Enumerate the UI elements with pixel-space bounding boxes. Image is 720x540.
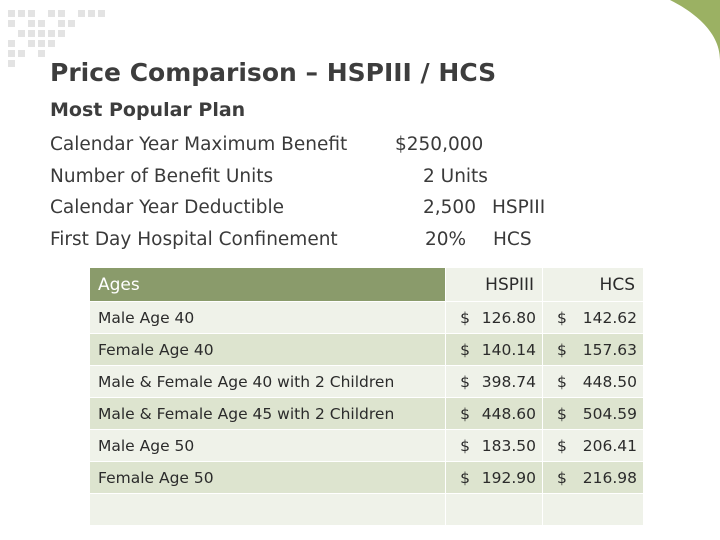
price-value: $183.50 (446, 437, 542, 455)
plan-detail-label: Number of Benefit Units (50, 165, 274, 187)
plan-detail-label: Calendar Year Deductible (50, 197, 285, 218)
currency-symbol: $ (460, 372, 470, 391)
table-row: Male & Female Age 40 with 2 Children $398… (90, 365, 644, 398)
page-title: Price Comparison – HSPIII / HCS (50, 58, 497, 87)
price-comparison-table: Ages HSPIII HCS Male Age 40 $126.80 $142.6… (90, 268, 644, 526)
age-cell: Male & Female Age 45 with 2 Children (90, 397, 447, 430)
plan-detail-row: Calendar Year Maximum Benefit $250,000 (50, 129, 610, 161)
table-body: Male Age 40 $126.80 $142.62 Female Age 40 $1… (90, 301, 644, 526)
hspiii-price-cell: $192.90 (445, 461, 544, 494)
column-header-ages: Ages (90, 268, 447, 302)
age-cell: Male Age 40 (90, 301, 447, 334)
hcs-price-cell: $504.59 (542, 397, 644, 430)
currency-symbol: $ (460, 308, 470, 327)
hspiii-price-cell: $126.80 (445, 301, 544, 334)
currency-symbol: $ (557, 308, 567, 327)
plan-detail-value: $250,000 (395, 134, 484, 155)
hspiii-price-cell: $140.14 (445, 333, 544, 366)
price-amount: 216.98 (582, 468, 637, 487)
page-subtitle: Most Popular Plan (50, 99, 246, 121)
table-row: Male Age 50 $183.50 $206.41 (90, 429, 644, 462)
hspiii-price-cell: $448.60 (445, 397, 544, 430)
currency-symbol: $ (460, 404, 470, 423)
plan-detail-value: 2 Units (423, 165, 488, 187)
column-header-hspiii: HSPIII (445, 268, 544, 302)
currency-symbol: $ (460, 436, 470, 455)
plan-detail-value: 2,500 (423, 197, 476, 218)
plan-detail-row: Calendar Year Deductible 2,500 HSPIII (50, 192, 610, 224)
currency-symbol: $ (557, 404, 567, 423)
price-amount: 140.14 (481, 340, 537, 359)
currency-symbol: $ (557, 468, 567, 487)
plan-detail-label: Calendar Year Maximum Benefit (50, 134, 348, 155)
decorative-swoosh (670, 0, 720, 60)
table-row: Male & Female Age 45 with 2 Children $448… (90, 397, 644, 430)
price-value: $398.74 (446, 373, 542, 391)
table-row: Female Age 40 $140.14 $157.63 (90, 333, 644, 366)
plan-detail-label: First Day Hospital Confinement (50, 228, 338, 250)
hspiii-price-cell: $183.50 (445, 429, 544, 462)
table-row: Female Age 50 $192.90 $216.98 (90, 461, 644, 494)
price-value: $216.98 (543, 469, 643, 487)
hspiii-price-cell (445, 493, 544, 526)
age-cell: Male Age 50 (90, 429, 447, 462)
price-value: $504.59 (543, 405, 643, 423)
plan-details: Calendar Year Maximum Benefit $250,000 N… (50, 129, 610, 255)
plan-detail-row: First Day Hospital Confinement 20% HCS (50, 224, 610, 256)
currency-symbol: $ (460, 340, 470, 359)
table-row-empty (90, 493, 644, 526)
price-amount: 448.60 (481, 404, 537, 423)
price-amount: 398.74 (481, 372, 537, 391)
price-amount: 192.90 (481, 468, 537, 487)
hcs-price-cell: $448.50 (542, 365, 644, 398)
price-value: $448.50 (543, 373, 643, 391)
hcs-price-cell: $157.63 (542, 333, 644, 366)
decorative-dot-grid (8, 10, 118, 70)
price-amount: 157.63 (582, 340, 637, 359)
hcs-price-cell: $216.98 (542, 461, 644, 494)
hcs-price-cell: $206.41 (542, 429, 644, 462)
column-header-hcs: HCS (542, 268, 644, 302)
price-value: $192.90 (446, 469, 542, 487)
plan-detail-unit: HSPIII (492, 197, 546, 218)
plan-detail-unit: HCS (493, 228, 532, 250)
currency-symbol: $ (557, 372, 567, 391)
price-value: $448.60 (446, 405, 542, 423)
hspiii-price-cell: $398.74 (445, 365, 544, 398)
currency-symbol: $ (557, 436, 567, 455)
price-amount: 206.41 (582, 436, 637, 455)
age-cell (90, 493, 447, 526)
price-amount: 142.62 (582, 308, 637, 327)
price-value: $126.80 (446, 309, 542, 327)
hcs-price-cell: $142.62 (542, 301, 644, 334)
plan-detail-value: 20% (425, 228, 467, 250)
price-value: $142.62 (543, 309, 643, 327)
table-row: Male Age 40 $126.80 $142.62 (90, 301, 644, 334)
price-value: $157.63 (543, 341, 643, 359)
table-header-row: Ages HSPIII HCS (90, 268, 644, 302)
price-amount: 183.50 (481, 436, 537, 455)
age-cell: Male & Female Age 40 with 2 Children (90, 365, 447, 398)
plan-detail-row: Number of Benefit Units 2 Units (50, 161, 610, 193)
price-amount: 448.50 (582, 372, 637, 391)
price-value: $140.14 (446, 341, 542, 359)
currency-symbol: $ (460, 468, 470, 487)
hcs-price-cell (542, 493, 644, 526)
age-cell: Female Age 40 (90, 333, 447, 366)
currency-symbol: $ (557, 340, 567, 359)
price-amount: 504.59 (582, 404, 637, 423)
age-cell: Female Age 50 (90, 461, 447, 494)
price-amount: 126.80 (481, 308, 537, 327)
price-value: $206.41 (543, 437, 643, 455)
